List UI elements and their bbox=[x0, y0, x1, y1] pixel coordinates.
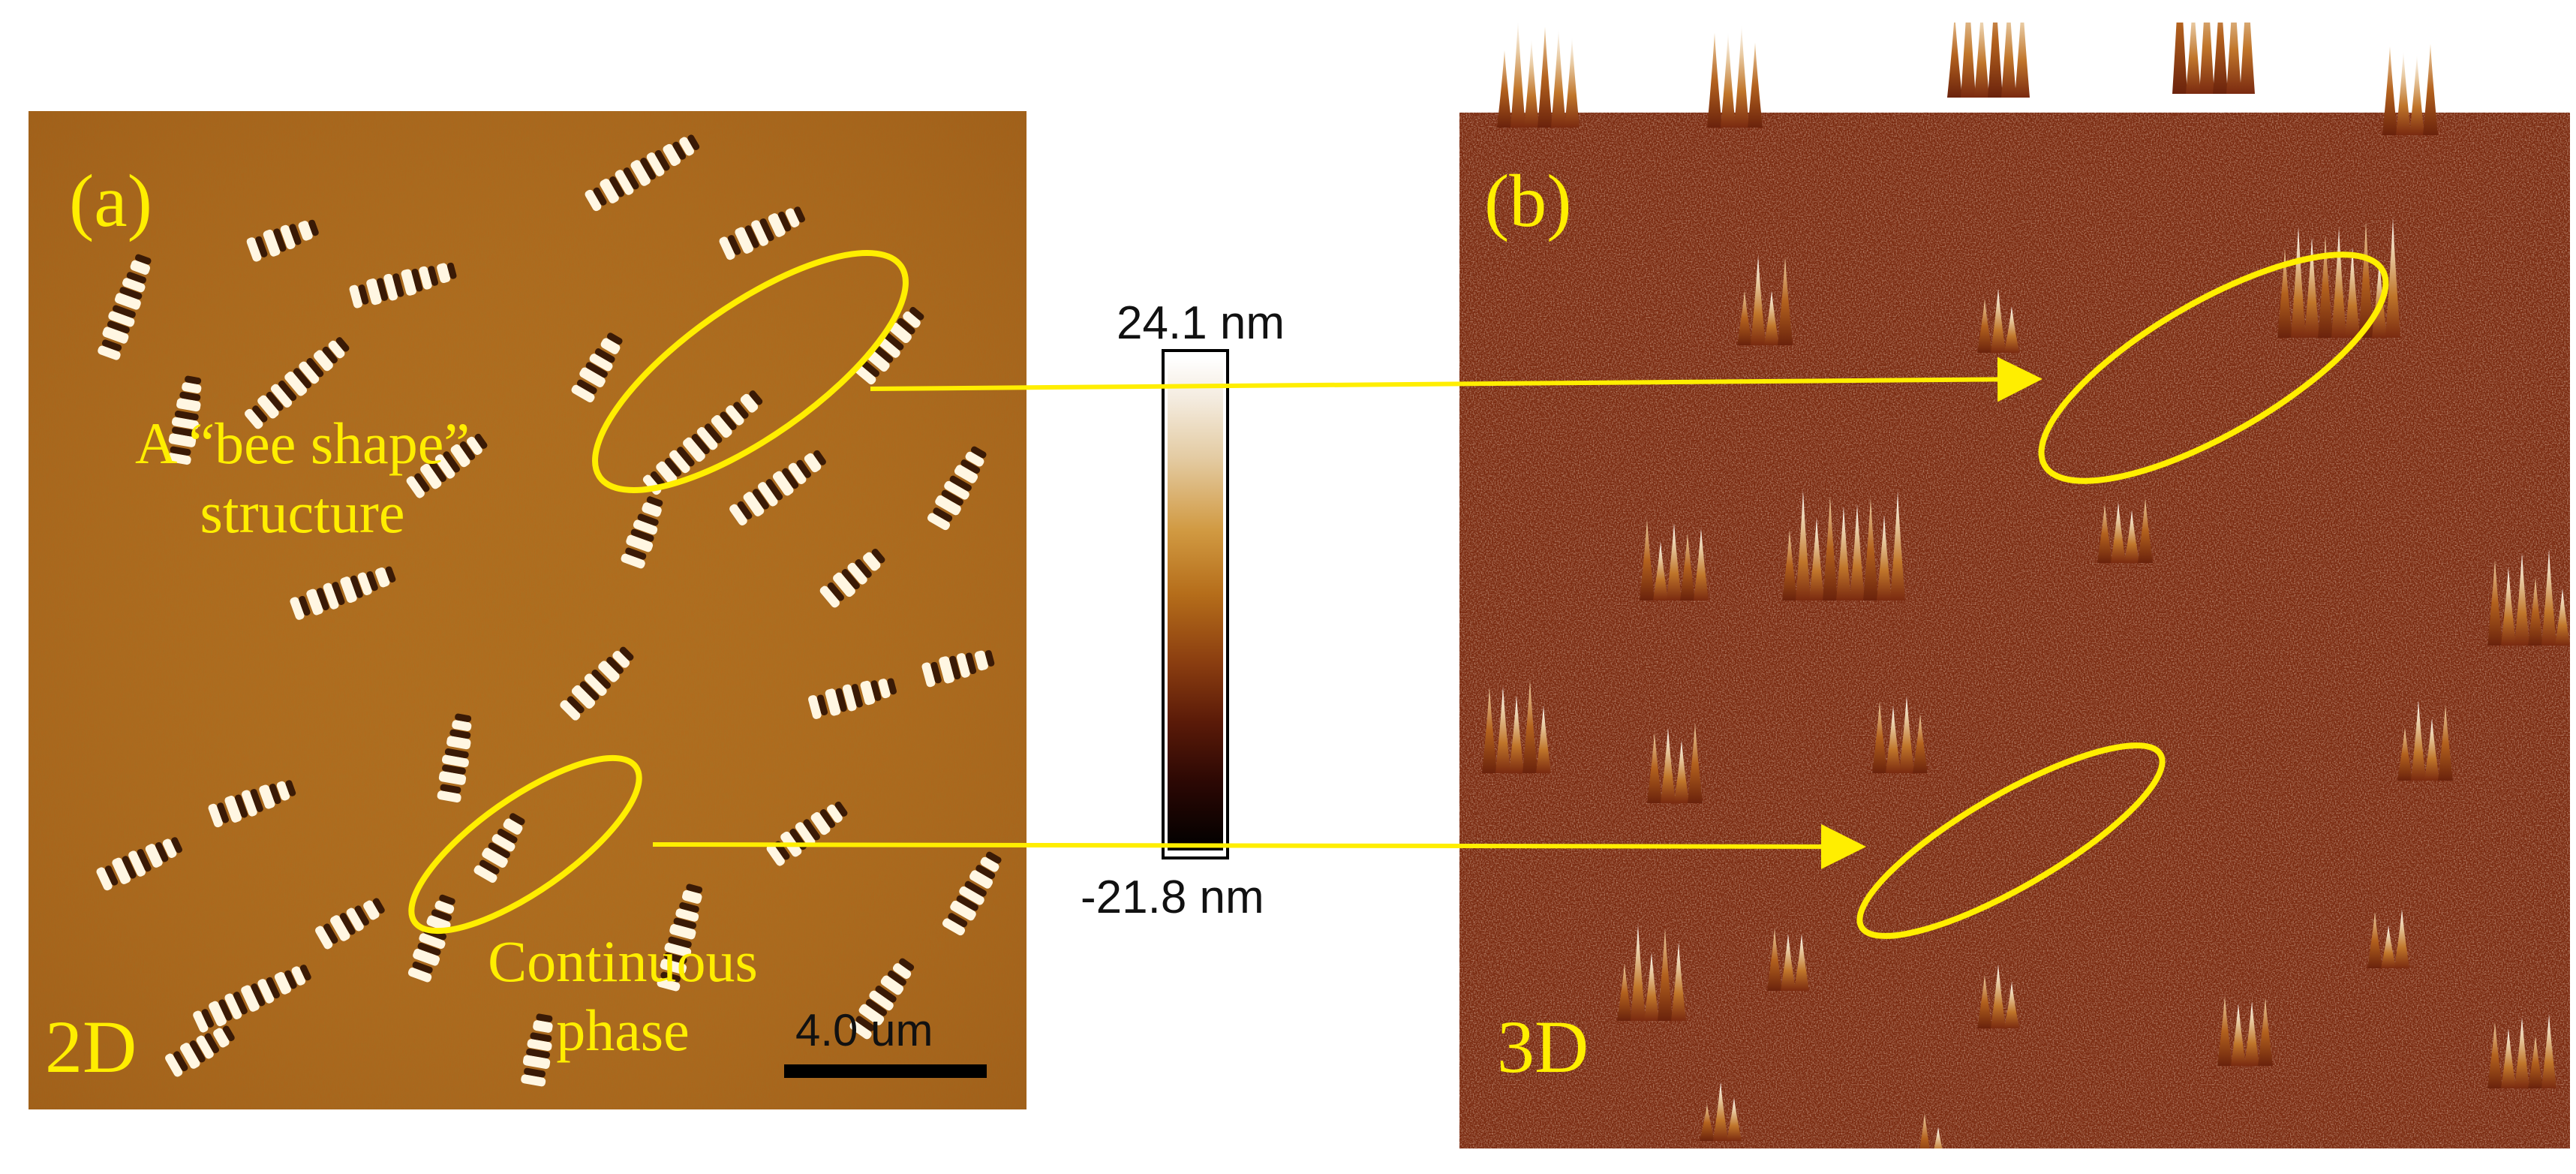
bee-shape-stripe-chain bbox=[349, 262, 457, 309]
colorbar-gradient bbox=[1168, 358, 1223, 850]
bee-shape-stripe-chain bbox=[437, 713, 472, 803]
height-spike-cluster bbox=[1700, 1082, 1742, 1141]
panel-a-label: (a) bbox=[69, 159, 152, 242]
height-spike-cluster bbox=[1482, 679, 1551, 773]
scale-bar-label: 4.0 um bbox=[795, 1005, 933, 1055]
bee-shape-stripe-chain bbox=[927, 446, 987, 531]
bee-shape-stripe-chain bbox=[560, 646, 634, 721]
bee-shape-stripe-chain bbox=[849, 958, 915, 1040]
bee-shape-stripe-chain bbox=[942, 851, 1002, 936]
bee-shape-stripe-chain bbox=[521, 1013, 553, 1087]
height-spike-cluster bbox=[1872, 695, 1928, 773]
bee-shape-stripe-chain bbox=[819, 548, 885, 608]
afm-2d-image bbox=[29, 111, 1026, 1109]
height-spike-cluster bbox=[2382, 44, 2438, 135]
continuous-phase-ellipse-3d bbox=[1856, 742, 2166, 939]
height-colorbar bbox=[1162, 349, 1229, 859]
afm-2d-surface bbox=[29, 111, 1026, 1109]
bee-shape-stripe-chain bbox=[246, 219, 319, 262]
panel-b-view-label: 3D bbox=[1497, 1005, 1589, 1088]
bee-shape-stripe-chain bbox=[719, 206, 805, 260]
height-spike-cluster bbox=[1947, 23, 2030, 98]
panel-b-label: (b) bbox=[1484, 159, 1572, 242]
bee-shape-stripe-chain bbox=[473, 813, 525, 883]
height-spike-cluster bbox=[1737, 255, 1793, 345]
height-spike-cluster bbox=[1707, 23, 1763, 128]
continuous-phase-line-2: phase bbox=[556, 998, 690, 1064]
height-spike-cluster bbox=[2172, 23, 2255, 94]
bee-shape-stripe-chain bbox=[290, 566, 396, 620]
height-spike-cluster bbox=[1782, 490, 1905, 601]
bee-shape-stripe-chain bbox=[406, 433, 488, 498]
bee-shape-stripe-chain bbox=[98, 254, 152, 360]
continuous-phase-line-1: Continuous bbox=[488, 929, 758, 994]
height-spike-cluster bbox=[1767, 929, 1809, 991]
bee-shape-line-1: A “bee shape” bbox=[134, 411, 470, 476]
height-spike-cluster bbox=[2397, 700, 2453, 781]
height-spike-cluster bbox=[2367, 909, 2409, 968]
bee-shape-stripe-chain bbox=[165, 1025, 235, 1077]
height-spike-cluster bbox=[2097, 498, 2153, 563]
bee-shape-stripe-chain bbox=[621, 496, 663, 569]
panel-a-view-label: 2D bbox=[45, 1005, 137, 1088]
bee-shape-stripe-chain bbox=[642, 390, 763, 495]
bee-shape-stripe-chain bbox=[571, 333, 623, 402]
height-spike-cluster bbox=[2487, 549, 2570, 646]
height-spike-cluster bbox=[1617, 924, 1686, 1021]
bee-shape-stripe-chain bbox=[315, 898, 385, 950]
scale-bar bbox=[784, 1064, 987, 1078]
bee-shape-stripe-chain bbox=[657, 884, 703, 992]
height-spike-cluster bbox=[2217, 995, 2273, 1066]
bee-shape-line-2: structure bbox=[200, 480, 405, 546]
bee-shape-stripe-chain bbox=[921, 650, 995, 688]
continuous-phase-arrow bbox=[652, 823, 1866, 869]
bee-shape-ellipse-3d bbox=[2038, 251, 2389, 484]
bee-shape-stripe-chain bbox=[96, 837, 182, 891]
bee-shape-stripe-chain bbox=[193, 965, 311, 1033]
bee-shape-stripe-chain bbox=[585, 134, 700, 212]
height-spike-cluster bbox=[1647, 723, 1703, 803]
height-spike-cluster bbox=[2487, 1014, 2556, 1088]
continuous-phase-ellipse-2d bbox=[408, 754, 642, 935]
bee-shape-stripe-chain bbox=[208, 780, 296, 828]
height-spike-cluster bbox=[1640, 519, 1709, 601]
colorbar-min-label: -21.8 nm bbox=[1081, 871, 1264, 923]
bee-shape-stripe-chain bbox=[855, 306, 924, 385]
height-spike-cluster bbox=[1497, 23, 1580, 128]
bee-shape-stripe-chain bbox=[167, 375, 202, 465]
bee-shape-stripe-chain bbox=[808, 678, 897, 719]
bee-shape-stripe-chain bbox=[245, 337, 350, 429]
height-spike-cluster bbox=[1977, 287, 2019, 353]
continuous-phase-annotation: Continuous phase bbox=[458, 927, 788, 1065]
colorbar-max-label: 24.1 nm bbox=[1117, 297, 1285, 349]
bee-shape-ellipse-2d bbox=[592, 250, 909, 493]
bee-shape-stripe-chain bbox=[729, 450, 826, 526]
height-spike-cluster bbox=[1977, 963, 2019, 1028]
bee-shape-annotation: A “bee shape” structure bbox=[81, 409, 524, 547]
height-spike-cluster bbox=[1919, 1113, 1943, 1148]
bee-shape-arrow bbox=[870, 357, 2042, 402]
